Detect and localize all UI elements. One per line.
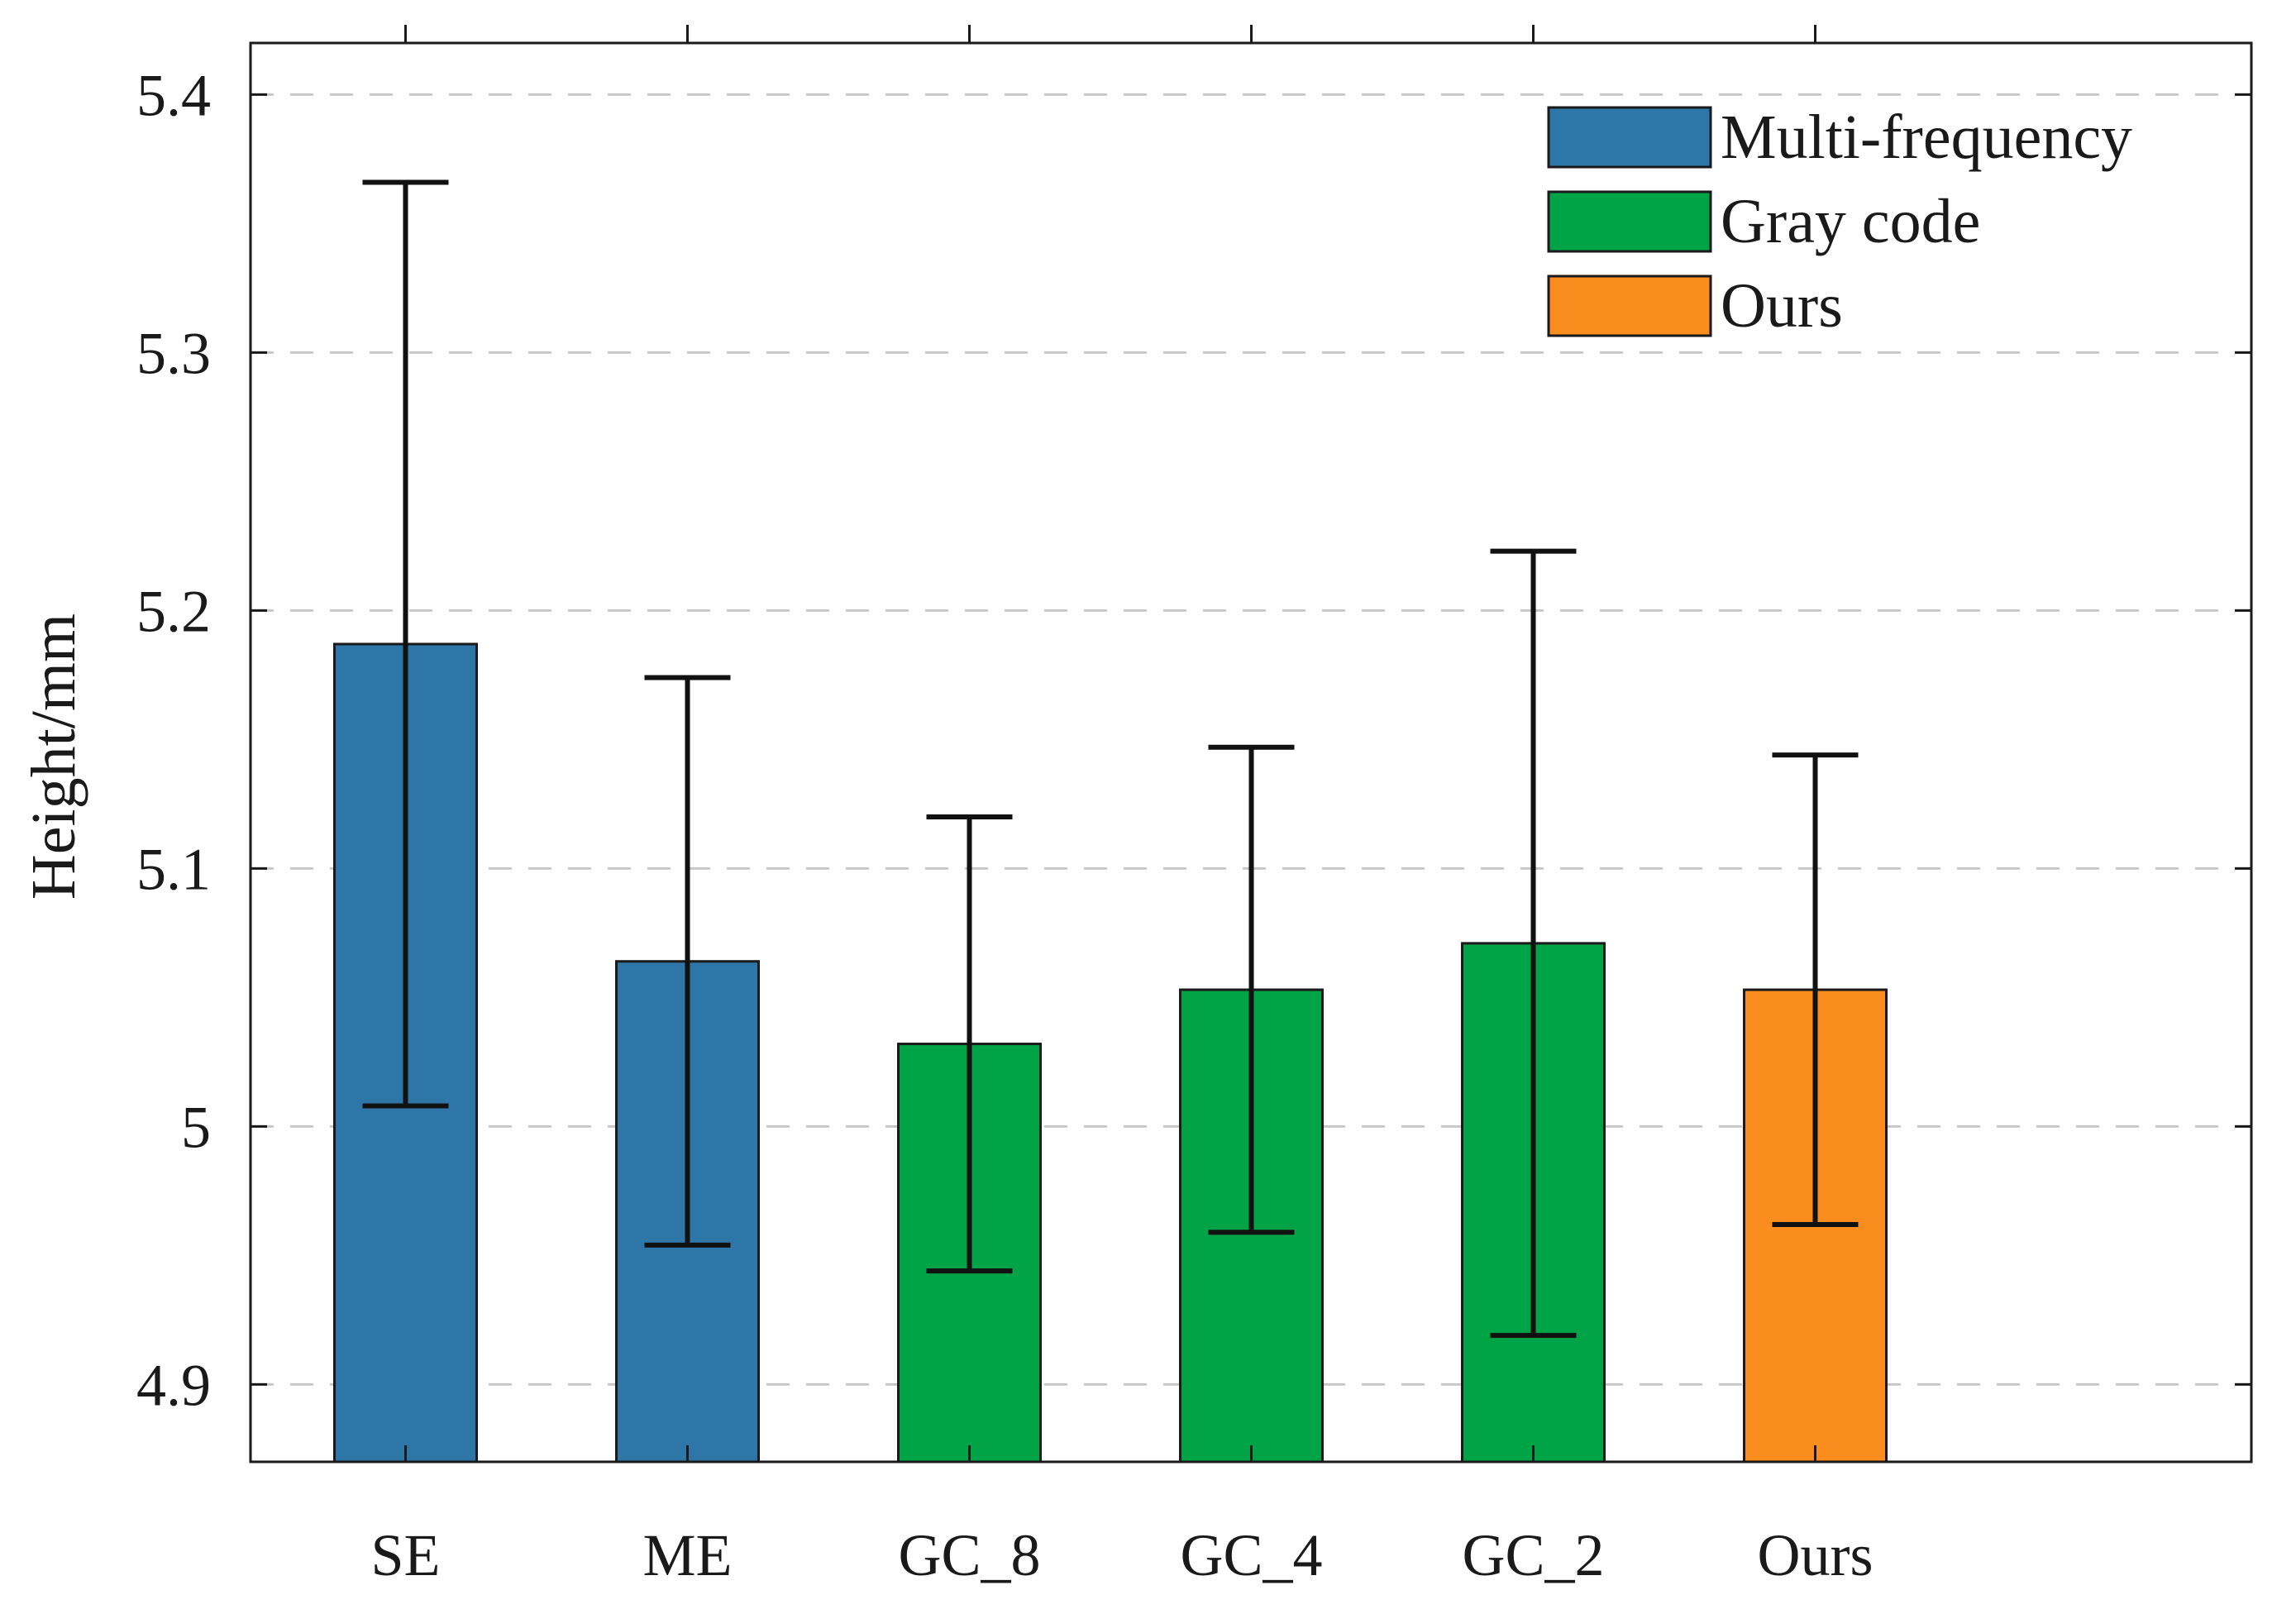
- x-tick-label: GC_2: [1462, 1522, 1604, 1588]
- legend-label: Ours: [1721, 271, 1843, 341]
- y-tick-label: 5.1: [136, 836, 211, 902]
- y-tick-labels: 4.9 5 5.1 5.2 5.3 5.4: [136, 62, 211, 1418]
- legend-swatch: [1547, 275, 1712, 337]
- error-bar-gc-8: [926, 814, 1013, 1274]
- y-axis-label: Height/mm: [19, 614, 88, 900]
- legend-label: Multi-frequency: [1721, 103, 2132, 172]
- x-tick-labels: SE ME GC_8 GC_4 GC_2 Ours: [370, 1522, 1873, 1588]
- x-tick-label: ME: [643, 1522, 733, 1588]
- legend-swatch: [1547, 106, 1712, 169]
- y-tick-label: 5.2: [136, 578, 211, 644]
- x-tick-label: GC_4: [1180, 1522, 1322, 1588]
- x-tick-label: GC_8: [898, 1522, 1040, 1588]
- y-tick-label: 5.4: [136, 62, 211, 128]
- x-tick-label: SE: [370, 1522, 440, 1588]
- x-tick-label: Ours: [1758, 1522, 1874, 1588]
- error-bar-ours: [1772, 752, 1859, 1227]
- legend-label: Gray code: [1721, 187, 1980, 256]
- legend-swatch: [1547, 190, 1712, 253]
- y-tick-label: 5: [181, 1094, 211, 1160]
- axis-ticks: [251, 25, 2251, 1462]
- error-bar-me: [644, 675, 731, 1248]
- y-tick-label: 5.3: [136, 320, 211, 386]
- error-bars: [362, 179, 1859, 1339]
- error-bar-se: [362, 179, 449, 1109]
- y-tick-label: 4.9: [136, 1352, 211, 1418]
- legend: Multi-frequency Gray code Ours: [1547, 103, 2132, 341]
- error-bar-gc-4: [1208, 744, 1295, 1235]
- error-bar-gc-2: [1490, 548, 1577, 1339]
